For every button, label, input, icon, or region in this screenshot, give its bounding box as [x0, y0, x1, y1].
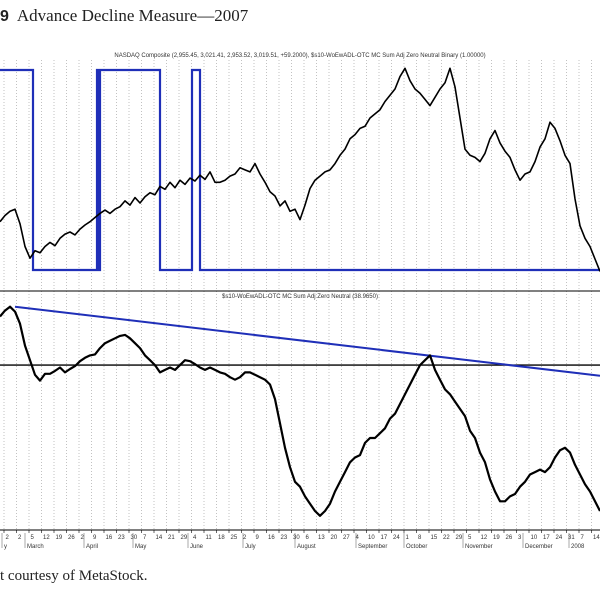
- x-tick-label: 14: [156, 535, 163, 541]
- x-tick-label: 13: [318, 535, 325, 541]
- x-tick-label: 22: [443, 535, 450, 541]
- x-month-label: June: [190, 544, 204, 550]
- x-tick-label: 17: [543, 535, 550, 541]
- x-tick-label: 29: [456, 535, 463, 541]
- x-tick-label: 10: [368, 535, 375, 541]
- figure-title-text: Advance Decline Measure—2007: [16, 6, 249, 25]
- x-tick-label: 25: [231, 535, 238, 541]
- series-nasdaq-composite: [0, 67, 600, 272]
- x-tick-label: 10: [531, 535, 538, 541]
- x-tick-label: 30: [293, 535, 300, 541]
- x-month-label: September: [358, 544, 387, 550]
- x-tick-label: 4: [356, 535, 360, 541]
- x-tick-label: 12: [481, 535, 488, 541]
- x-tick-label: 19: [56, 535, 63, 541]
- x-tick-label: 30: [131, 535, 138, 541]
- top-panel-header: NASDAQ Composite (2,955.45, 3,021.41, 2,…: [114, 53, 485, 59]
- x-month-label: April: [86, 544, 98, 550]
- series-binary-signal: [0, 68, 600, 272]
- x-month-label: y: [4, 544, 7, 550]
- x-tick-label: 9: [93, 535, 97, 541]
- x-tick-label: 20: [331, 535, 338, 541]
- x-tick-label: 24: [393, 535, 400, 541]
- x-month-labels: y March April May June July August September Oct…: [1, 533, 585, 550]
- figure-title: 9 Advance Decline Measure—2007: [0, 6, 248, 26]
- bottom-panel: [0, 305, 600, 517]
- x-tick-label: 2: [81, 535, 85, 541]
- x-month-label: 2008: [571, 544, 585, 550]
- x-tick-label: 3: [518, 535, 522, 541]
- x-tick-label: 2: [6, 535, 10, 541]
- x-month-label: August: [297, 544, 316, 550]
- figure-caption: t courtesy of MetaStock.: [0, 568, 148, 584]
- figure-number: 9: [0, 8, 9, 25]
- x-tick-label: 31: [568, 535, 575, 541]
- x-tick-label: 26: [506, 535, 513, 541]
- x-tick-label: 2: [18, 535, 22, 541]
- x-tick-label: 17: [381, 535, 388, 541]
- x-tick-label: 5: [468, 535, 472, 541]
- x-tick-label: 6: [306, 535, 310, 541]
- top-panel: [0, 67, 600, 272]
- x-tick-label: 9: [256, 535, 260, 541]
- x-month-label: July: [245, 544, 256, 550]
- vertical-grid: [3, 60, 592, 530]
- x-month-label: November: [465, 544, 493, 550]
- x-tick-labels: 2 2 5 12 19 26 2 9 16 23 30 7 14 21 29 4 11 18 25 2 9 16 23 30 6…: [3, 530, 600, 541]
- x-tick-label: 7: [581, 535, 585, 541]
- x-month-label: December: [525, 544, 553, 550]
- series-adl-oscillator: [0, 305, 600, 517]
- x-tick-label: 16: [268, 535, 275, 541]
- x-tick-label: 16: [106, 535, 113, 541]
- x-tick-label: 27: [343, 535, 350, 541]
- x-tick-label: 7: [143, 535, 147, 541]
- x-month-label: October: [406, 544, 427, 550]
- x-month-label: March: [27, 544, 44, 550]
- x-tick-label: 19: [493, 535, 500, 541]
- x-tick-label: 8: [418, 535, 422, 541]
- x-tick-label: 11: [206, 535, 213, 541]
- trend-line: [14, 305, 600, 377]
- x-tick-label: 24: [556, 535, 563, 541]
- x-tick-label: 26: [68, 535, 75, 541]
- x-month-label: May: [135, 544, 146, 550]
- x-tick-label: 23: [118, 535, 125, 541]
- bottom-panel-header: $s10-WoEwADL-OTC MC Sum Adj Zero Neutral…: [222, 294, 378, 300]
- x-tick-label: 29: [181, 535, 188, 541]
- x-tick-label: 18: [218, 535, 225, 541]
- x-tick-label: 23: [281, 535, 288, 541]
- x-tick-label: 5: [31, 535, 35, 541]
- x-tick-label: 2: [243, 535, 247, 541]
- x-tick-label: 1: [406, 535, 410, 541]
- x-tick-label: 21: [168, 535, 175, 541]
- x-tick-label: 12: [43, 535, 50, 541]
- x-tick-label: 14: [593, 535, 600, 541]
- x-tick-label: 4: [193, 535, 197, 541]
- x-tick-label: 15: [431, 535, 438, 541]
